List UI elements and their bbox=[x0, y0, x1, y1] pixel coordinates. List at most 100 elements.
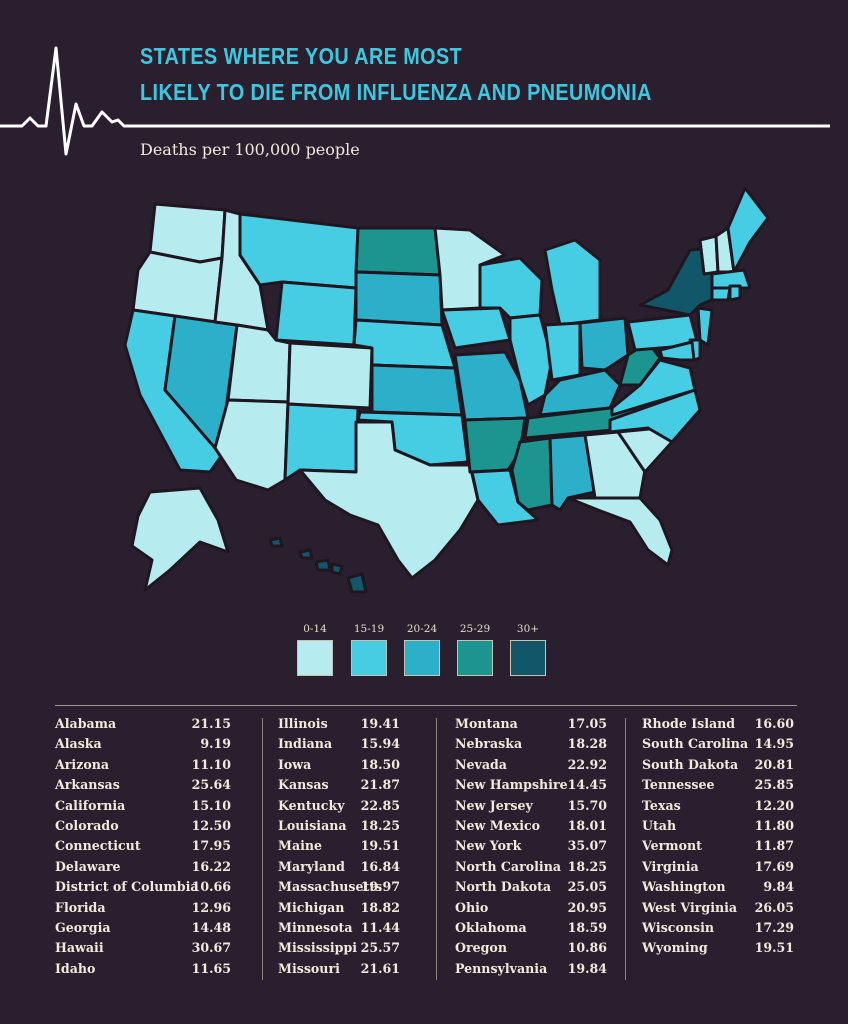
table-row: Florida 12.96 bbox=[55, 898, 231, 918]
state-name: Utah bbox=[642, 817, 677, 833]
legend-swatch bbox=[457, 640, 493, 676]
state-IN bbox=[543, 321, 582, 382]
legend-label: 20-24 bbox=[406, 623, 438, 635]
legend-swatch bbox=[297, 640, 333, 676]
table-row: Oklahoma 18.59 bbox=[455, 918, 607, 938]
death-rate-value: 16.22 bbox=[191, 858, 231, 874]
table-row: New Mexico 18.01 bbox=[455, 816, 607, 836]
state-RI bbox=[728, 284, 742, 302]
death-rate-value: 10.66 bbox=[191, 879, 231, 895]
state-NM bbox=[283, 402, 360, 482]
table-row: Arizona 11.10 bbox=[55, 755, 231, 775]
state-name: Mississippi bbox=[278, 940, 358, 956]
death-rate-value: 11.87 bbox=[754, 838, 794, 854]
title-line-1: STATES WHERE YOU ARE MOST bbox=[140, 43, 463, 69]
state-name: Louisiana bbox=[278, 817, 347, 833]
table-row: Montana 17.05 bbox=[455, 714, 607, 734]
legend-item: 15-19 bbox=[350, 622, 388, 676]
death-rate-value: 15.70 bbox=[567, 797, 607, 813]
death-rate-value: 17.95 bbox=[191, 838, 231, 854]
legend: 0-14 15-19 20-24 25-29 30+ bbox=[296, 622, 556, 682]
state-HI bbox=[268, 536, 368, 594]
death-rate-value: 18.82 bbox=[360, 899, 400, 915]
state-name: Rhode Island bbox=[642, 716, 736, 731]
state-name: Maine bbox=[278, 838, 323, 854]
legend-label: 0-14 bbox=[303, 623, 327, 635]
death-rate-value: 35.07 bbox=[567, 838, 607, 854]
state-name: Virginia bbox=[642, 858, 699, 874]
state-name: Montana bbox=[455, 716, 518, 731]
death-rate-value: 18.25 bbox=[567, 858, 607, 874]
table-row: Delaware 16.22 bbox=[55, 857, 231, 877]
state-name: Wisconsin bbox=[642, 919, 715, 935]
state-WY bbox=[274, 280, 358, 347]
state-IL bbox=[508, 313, 554, 407]
state-name: Florida bbox=[55, 899, 106, 915]
table-row: Nevada 22.92 bbox=[455, 755, 607, 775]
state-name: Colorado bbox=[55, 817, 119, 833]
table-row: Maryland 16.84 bbox=[278, 857, 400, 877]
state-OH bbox=[578, 316, 630, 372]
title-line-2: LIKELY TO DIE FROM INFLUENZA AND PNEUMON… bbox=[140, 79, 652, 105]
death-rate-value: 16.60 bbox=[754, 716, 794, 731]
table-row: Illinois 19.41 bbox=[278, 714, 400, 734]
state-name: Washington bbox=[642, 879, 726, 895]
legend-label: 30+ bbox=[516, 623, 540, 635]
death-rate-value: 10.86 bbox=[567, 940, 607, 956]
death-rate-value: 9.84 bbox=[763, 879, 794, 895]
table-row: New York 35.07 bbox=[455, 836, 607, 856]
state-AZ bbox=[213, 398, 290, 492]
death-rate-value: 14.48 bbox=[191, 919, 231, 935]
death-rate-value: 18.01 bbox=[567, 817, 607, 833]
death-rate-value: 22.85 bbox=[360, 797, 400, 813]
state-name: District of Columbia bbox=[55, 879, 199, 895]
death-rate-value: 22.92 bbox=[567, 756, 607, 772]
state-name: Illinois bbox=[278, 716, 328, 731]
death-rate-value: 25.05 bbox=[567, 879, 607, 895]
state-WI bbox=[478, 256, 544, 320]
table-row: South Carolina 14.95 bbox=[642, 734, 794, 754]
table-row: Hawaii 30.67 bbox=[55, 938, 231, 958]
column-divider bbox=[436, 718, 437, 980]
table-row: Vermont 11.87 bbox=[642, 836, 794, 856]
death-rate-value: 18.50 bbox=[360, 756, 400, 772]
table-row: Idaho 11.65 bbox=[55, 959, 231, 979]
death-rate-value: 18.59 bbox=[567, 919, 607, 935]
death-rate-value: 21.15 bbox=[191, 716, 231, 731]
death-rate-value: 20.95 bbox=[567, 899, 607, 915]
state-FL bbox=[566, 496, 674, 567]
table-row: Connecticut 17.95 bbox=[55, 836, 231, 856]
table-row: Ohio 20.95 bbox=[455, 898, 607, 918]
death-rate-value: 25.85 bbox=[754, 777, 794, 793]
death-rate-value: 12.20 bbox=[754, 797, 794, 813]
table-row: Kentucky 22.85 bbox=[278, 796, 400, 816]
legend-label: 15-19 bbox=[353, 623, 385, 635]
state-name: Kansas bbox=[278, 777, 329, 793]
state-name: Missouri bbox=[278, 960, 340, 976]
death-rate-value: 19.84 bbox=[567, 960, 607, 976]
state-name: Nevada bbox=[455, 756, 507, 772]
state-name: Arizona bbox=[55, 756, 110, 772]
table-row: Maine 19.51 bbox=[278, 836, 400, 856]
death-rate-value: 19.51 bbox=[360, 838, 400, 854]
state-LA bbox=[470, 468, 540, 527]
table-row: Colorado 12.50 bbox=[55, 816, 231, 836]
death-rate-value: 15.10 bbox=[191, 797, 231, 813]
legend-item: 25-29 bbox=[456, 622, 494, 676]
legend-item: 20-24 bbox=[403, 622, 441, 676]
table-column: Montana 17.05 Nebraska 18.28 Nevada 22.92 New … bbox=[455, 714, 607, 979]
legend-label: 25-29 bbox=[459, 623, 491, 635]
title-block: STATES WHERE YOU ARE MOST LIKELY TO DIE … bbox=[140, 38, 735, 110]
state-name: Texas bbox=[642, 797, 681, 813]
table-row: Iowa 18.50 bbox=[278, 755, 400, 775]
state-NJ bbox=[696, 306, 714, 347]
death-rate-value: 25.64 bbox=[191, 777, 231, 793]
table-row: Alabama 21.15 bbox=[55, 714, 231, 734]
table-row: Pennsylvania 19.84 bbox=[455, 959, 607, 979]
state-name: New York bbox=[455, 838, 522, 854]
state-name: Iowa bbox=[278, 756, 312, 772]
state-name: Hawaii bbox=[55, 940, 104, 956]
legend-item: 0-14 bbox=[296, 622, 334, 676]
state-name: West Virginia bbox=[642, 899, 738, 915]
state-TX bbox=[298, 420, 480, 580]
